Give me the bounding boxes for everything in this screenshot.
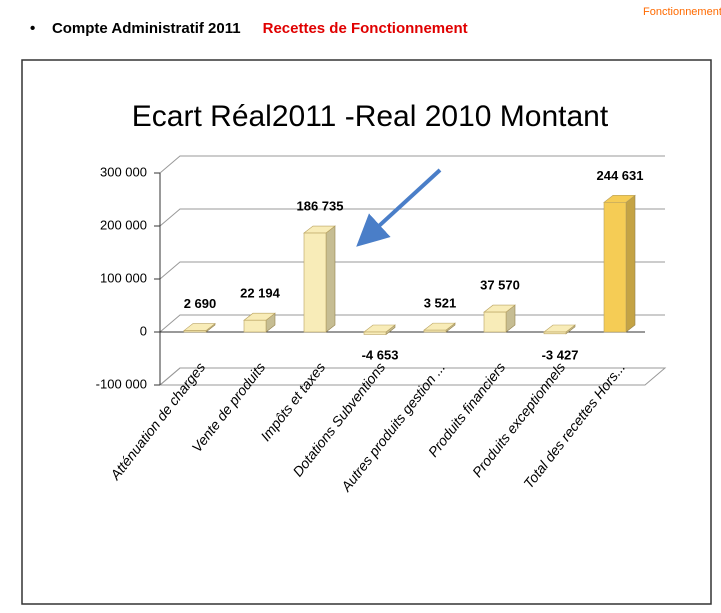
y-tick-label: 0	[140, 323, 147, 338]
bar	[483, 311, 507, 333]
chart-title: Ecart Réal2011 -Real 2010 Montant	[132, 100, 609, 133]
header: • Compte Administratif 2011 Recettes de F…	[30, 20, 468, 37]
grid-line	[159, 155, 665, 174]
value-label: -4 653	[362, 347, 399, 362]
grid-line	[159, 367, 665, 386]
bar-top	[423, 322, 456, 331]
value-label: 186 735	[297, 198, 344, 213]
bar	[603, 202, 627, 333]
header-subtitle: Recettes de Fonctionnement	[262, 20, 468, 37]
bullet: •	[30, 20, 36, 37]
bar	[423, 329, 447, 333]
y-tick-label: 100 000	[100, 270, 147, 285]
value-label: 244 631	[597, 168, 644, 183]
bar	[363, 331, 387, 335]
bar-top	[183, 323, 216, 331]
value-label: -3 427	[542, 347, 579, 362]
grid-line	[159, 208, 665, 227]
value-label: 3 521	[424, 296, 457, 311]
bar-top	[543, 324, 576, 333]
bar	[243, 319, 267, 333]
y-tick-label: -100 000	[96, 376, 147, 391]
chart-frame	[21, 59, 712, 605]
corner-label: Fonctionnement	[643, 6, 721, 18]
header-title: Compte Administratif 2011	[51, 20, 241, 37]
bar	[183, 330, 207, 333]
value-label: 22 194	[240, 286, 281, 301]
bar-side	[625, 194, 636, 333]
value-label: 37 570	[480, 278, 520, 293]
y-tick-label: 200 000	[100, 217, 147, 232]
arrow	[356, 168, 442, 247]
floor	[158, 367, 667, 386]
bar	[543, 331, 567, 335]
grid-line	[159, 314, 665, 333]
value-label: 2 690	[184, 296, 217, 311]
y-tick-label: 300 000	[100, 164, 147, 179]
grid-line	[159, 261, 665, 280]
bar	[303, 232, 327, 333]
bar-side	[325, 225, 336, 333]
